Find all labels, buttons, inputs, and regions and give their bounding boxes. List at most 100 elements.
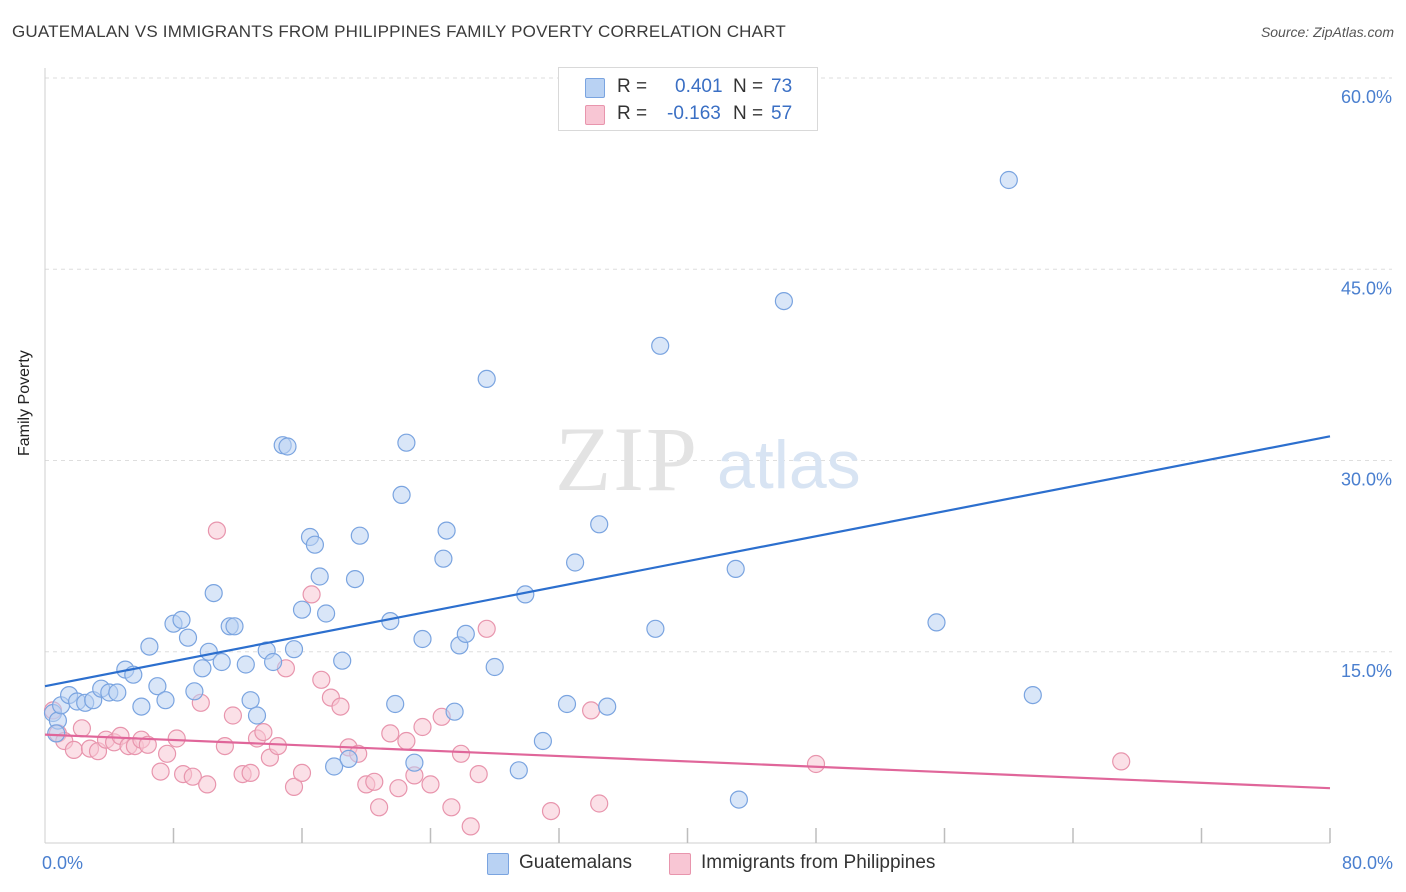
philippines-point [312, 670, 331, 689]
guatemalan-point [241, 691, 260, 710]
legend-swatch-philippines [585, 105, 605, 125]
guatemalan-point [225, 617, 244, 636]
philippines-point [370, 798, 389, 817]
guatemalan-point [278, 437, 297, 456]
guatemalan-point [212, 652, 231, 672]
guatemalan-point [557, 694, 577, 714]
philippines-point [302, 585, 321, 604]
philippines-point [167, 729, 186, 748]
guatemalan-point [437, 521, 456, 540]
guatemalan-point [310, 567, 329, 586]
guatemalan-point [264, 652, 283, 672]
guatemalan-point [729, 790, 749, 809]
y-tick-labels: 15.0% 30.0% 45.0% 60.0% [1341, 87, 1392, 681]
philippines-point [381, 724, 400, 743]
grid-lines [45, 77, 1392, 653]
legend-n-label: N = [733, 76, 764, 97]
philippines-point [198, 775, 217, 794]
philippines-point [268, 736, 287, 756]
watermark-atlas: atlas [717, 427, 861, 503]
guatemalan-point [47, 724, 66, 743]
philippines-point [292, 763, 312, 783]
philippines-point [590, 794, 609, 813]
guatemalan-point [386, 694, 405, 714]
x-tick-label: 0.0% [42, 853, 83, 873]
guatemalan-point [509, 761, 528, 780]
guatemalan-point [434, 549, 453, 568]
x-ticks [172, 828, 1331, 843]
guatemalan-point [1023, 685, 1042, 705]
guatemalan-point [156, 691, 175, 710]
philippines-point [215, 736, 234, 756]
guatemalan-point [590, 515, 609, 534]
philippines-point [413, 717, 432, 737]
guatemalan-point [774, 292, 794, 311]
guatemalan-point [651, 336, 670, 355]
guatemalan-point [193, 659, 212, 678]
philippines-point [223, 706, 242, 725]
philippines-point [284, 777, 304, 797]
source-label: Source: ZipAtlas.com [1260, 24, 1394, 40]
y-tick-label: 60.0% [1341, 87, 1392, 107]
philippines-point [451, 744, 471, 763]
guatemalan-point [333, 651, 352, 670]
watermark: ZIP atlas [555, 408, 861, 510]
watermark-zip: ZIP [555, 408, 699, 510]
philippines-point [477, 619, 496, 638]
guatemalan-point [445, 702, 464, 721]
philippines-point [365, 772, 384, 791]
legend-r-label: R = [617, 76, 648, 97]
legend-r-label: R = [617, 103, 648, 124]
legend-r-value: -0.163 [667, 103, 721, 124]
guatemalan-point [305, 535, 324, 554]
philippines-point [461, 817, 480, 836]
philippines-point [1112, 752, 1131, 771]
guatemalan-point [204, 583, 223, 603]
philippines-point [207, 521, 226, 540]
guatemalan-point [325, 757, 344, 776]
guatemalan-trend-line [44, 435, 1331, 688]
guatemalan-point [345, 569, 365, 589]
guatemalan-point [172, 610, 191, 630]
guatemalan-point [178, 628, 198, 647]
philippines-point [72, 719, 92, 738]
bottom-legend-swatch-guatemalans [487, 853, 509, 875]
philippines-point [241, 763, 260, 783]
philippines-point [331, 697, 350, 716]
philippines-point [151, 762, 170, 781]
guatemalan-point [247, 706, 267, 725]
guatemalan-point [646, 619, 665, 638]
guatemalan-point [533, 731, 553, 751]
philippines-point [158, 744, 177, 763]
x-tick-label: 80.0% [1342, 853, 1393, 873]
data-points [43, 170, 1131, 836]
guatemalan-point [132, 697, 151, 716]
guatemalan-point [477, 369, 496, 388]
philippines-point [397, 731, 416, 751]
philippines-point [541, 801, 561, 821]
guatemalan-point [405, 753, 424, 772]
philippines-trend-line [44, 733, 1331, 790]
philippines-point [138, 735, 157, 754]
legend-n-value: 73 [771, 76, 793, 97]
guatemalan-point [456, 624, 475, 644]
correlation-legend: R = 0.401 N = 73 R = -0.163 N = 57 [558, 67, 818, 131]
philippines-point [421, 775, 440, 794]
philippines-point [581, 701, 601, 720]
guatemalan-point [284, 640, 304, 659]
guatemalan-point [140, 637, 159, 656]
chart-title: GUATEMALAN VS IMMIGRANTS FROM PHILIPPINE… [12, 22, 786, 41]
legend-swatch-guatemalans [585, 78, 605, 98]
guatemalan-point [927, 613, 946, 632]
guatemalan-point [413, 629, 432, 649]
philippines-point [254, 722, 273, 742]
guatemalan-point [565, 553, 585, 572]
guatemalan-point [350, 526, 369, 545]
guatemalan-point [292, 600, 312, 619]
y-axis-label: Family Poverty [16, 350, 33, 456]
y-tick-label: 15.0% [1341, 661, 1392, 681]
guatemalan-point [148, 677, 167, 696]
y-tick-label: 45.0% [1341, 278, 1392, 298]
legend-n-value: 57 [771, 103, 793, 124]
guatemalan-point [317, 604, 336, 623]
